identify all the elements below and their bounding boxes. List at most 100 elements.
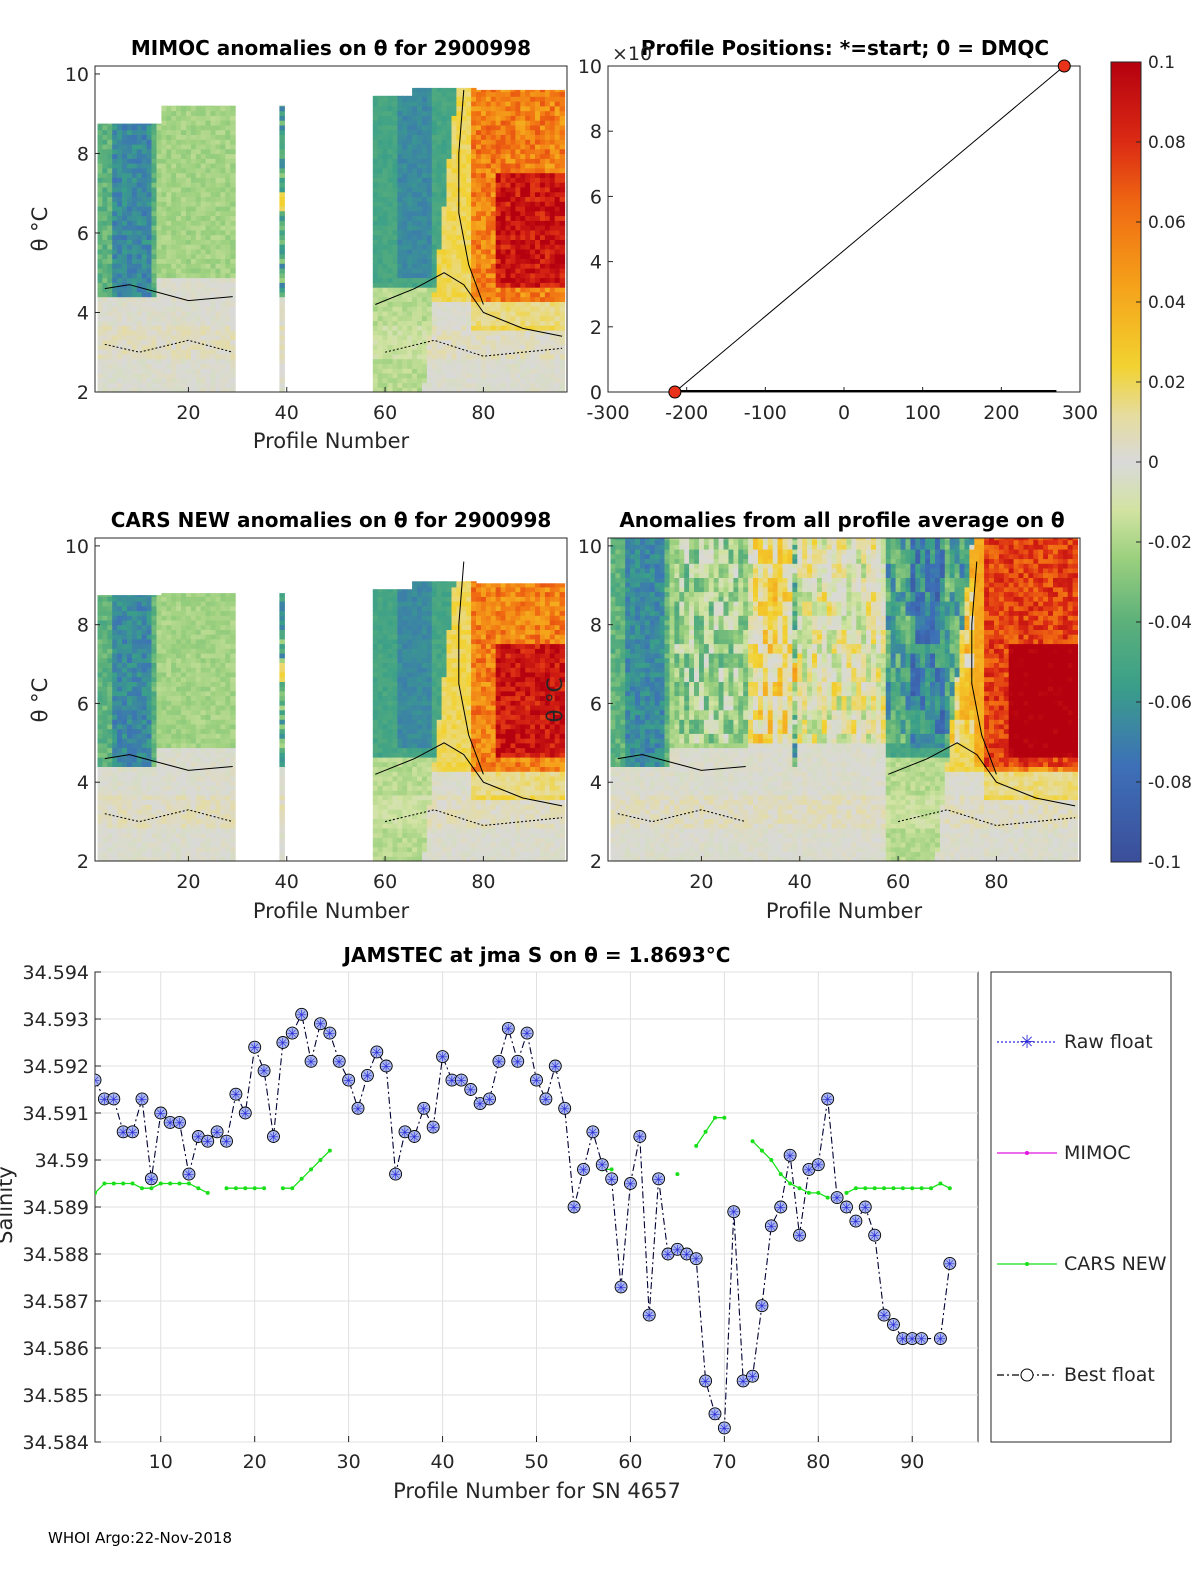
heat-cell bbox=[127, 595, 133, 597]
heat-cell bbox=[196, 149, 202, 154]
heat-cell bbox=[230, 173, 236, 178]
heat-cell bbox=[137, 225, 143, 230]
heat-cell bbox=[216, 139, 222, 144]
heat-cell bbox=[216, 115, 222, 120]
heat-cell bbox=[471, 106, 477, 111]
heat-cell bbox=[137, 139, 143, 144]
heat-cell bbox=[152, 254, 158, 259]
heat-cell bbox=[520, 301, 526, 306]
heat-cell bbox=[142, 781, 148, 786]
heat-cell bbox=[225, 278, 231, 283]
heat-cell bbox=[142, 278, 148, 283]
heat-cell bbox=[447, 177, 453, 182]
heat-cell bbox=[201, 177, 207, 182]
heat-cell bbox=[412, 354, 418, 359]
heat-cell bbox=[122, 206, 128, 211]
heat-cell bbox=[461, 320, 467, 325]
heat-cell bbox=[142, 378, 148, 383]
heat-cell bbox=[122, 196, 128, 201]
heat-cell bbox=[211, 115, 217, 120]
heat-cell bbox=[137, 330, 143, 335]
heat-cell bbox=[511, 363, 517, 368]
heat-cell bbox=[506, 187, 512, 192]
heat-cell bbox=[476, 330, 482, 335]
heat-cell bbox=[102, 700, 108, 705]
heat-cell bbox=[447, 149, 453, 154]
heat-cell bbox=[427, 359, 433, 364]
heat-cell bbox=[452, 149, 458, 154]
heat-cell bbox=[117, 738, 123, 743]
heat-cell bbox=[98, 368, 104, 373]
heat-cell bbox=[117, 837, 123, 842]
heat-cell bbox=[112, 287, 118, 292]
heat-cell bbox=[157, 800, 163, 805]
heat-cell bbox=[432, 158, 438, 163]
heat-cell bbox=[216, 354, 222, 359]
heat-cell bbox=[142, 239, 148, 244]
heat-cell bbox=[530, 383, 536, 388]
heat-cell bbox=[161, 230, 167, 235]
heat-cell bbox=[102, 681, 108, 686]
heat-cell bbox=[142, 809, 148, 814]
heat-cell bbox=[127, 268, 133, 273]
heat-cell bbox=[98, 595, 104, 597]
heat-cell bbox=[373, 273, 379, 278]
heat-cell bbox=[501, 168, 507, 173]
heat-cell bbox=[191, 239, 197, 244]
heat-cell bbox=[152, 149, 158, 154]
heat-cell bbox=[461, 196, 467, 201]
heat-cell bbox=[525, 311, 531, 316]
heat-cell bbox=[393, 130, 399, 135]
heat-cell bbox=[471, 216, 477, 221]
heat-cell bbox=[417, 320, 423, 325]
heat-cell bbox=[166, 282, 172, 287]
heat-cell bbox=[550, 235, 556, 240]
heat-cell bbox=[201, 196, 207, 201]
heat-cell bbox=[486, 325, 492, 330]
heat-cell bbox=[102, 800, 108, 805]
heat-cell bbox=[211, 168, 217, 173]
heat-cell bbox=[117, 601, 123, 606]
heat-cell bbox=[147, 330, 153, 335]
heat-cell bbox=[402, 111, 408, 116]
heat-cell bbox=[555, 368, 561, 373]
heat-cell bbox=[432, 268, 438, 273]
heat-cell bbox=[515, 278, 521, 283]
heat-cell bbox=[515, 244, 521, 249]
heat-cell bbox=[230, 120, 236, 125]
heat-cell bbox=[491, 282, 497, 287]
heat-cell bbox=[437, 168, 443, 173]
heat-cell bbox=[211, 106, 217, 111]
heat-cell bbox=[402, 282, 408, 287]
heat-cell bbox=[206, 378, 212, 383]
heat-cell bbox=[137, 639, 143, 644]
heat-cell bbox=[279, 125, 285, 130]
heat-cell bbox=[515, 316, 521, 321]
heat-cell bbox=[432, 316, 438, 321]
heat-cell bbox=[560, 330, 566, 335]
heat-cell bbox=[112, 776, 118, 781]
heat-cell bbox=[442, 292, 448, 297]
heat-cell bbox=[166, 187, 172, 192]
heat-cell bbox=[122, 273, 128, 278]
heat-cell bbox=[412, 173, 418, 178]
heat-cell bbox=[132, 335, 138, 340]
heat-cell bbox=[102, 211, 108, 216]
heat-cell bbox=[515, 158, 521, 163]
heat-cell bbox=[166, 297, 172, 302]
heat-cell bbox=[181, 330, 187, 335]
heat-cell bbox=[220, 335, 226, 340]
heat-cell bbox=[466, 225, 472, 230]
heat-cell bbox=[98, 681, 104, 686]
heat-cell bbox=[417, 134, 423, 139]
heat-cell bbox=[117, 724, 123, 729]
heat-cell bbox=[417, 335, 423, 340]
heat-cell bbox=[447, 368, 453, 373]
heat-cell bbox=[383, 149, 389, 154]
heat-cell bbox=[511, 106, 517, 111]
heat-cell bbox=[201, 368, 207, 373]
heat-cell bbox=[102, 743, 108, 748]
heat-cell bbox=[112, 823, 118, 828]
heat-cell bbox=[525, 244, 531, 249]
heat-cell bbox=[206, 316, 212, 321]
